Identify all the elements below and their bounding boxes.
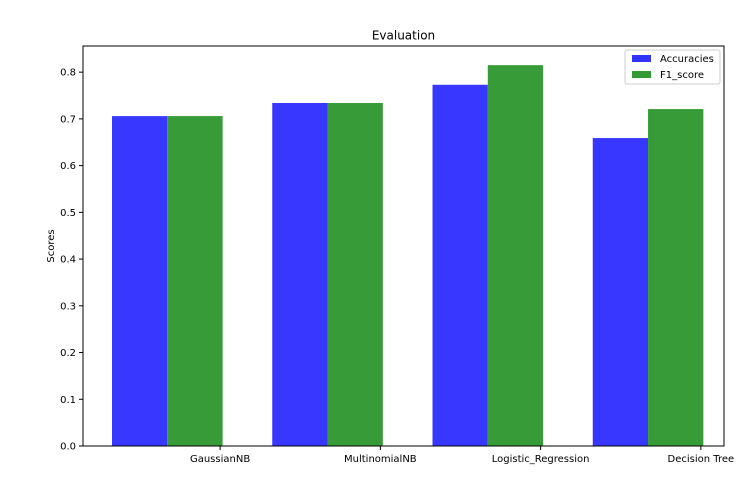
x-tick-label: MultinomialNB xyxy=(344,454,417,465)
y-tick-label: 0.0 xyxy=(60,442,76,453)
legend-swatch xyxy=(632,71,651,78)
y-tick-label: 0.7 xyxy=(60,114,76,125)
bar-f1-score-3 xyxy=(648,109,704,447)
legend-label: F1_score xyxy=(660,70,704,81)
y-tick-label: 0.4 xyxy=(60,255,76,266)
bar-accuracies-2 xyxy=(432,84,488,447)
y-tick-label: 0.1 xyxy=(60,395,76,406)
plot-frame xyxy=(82,45,725,447)
y-tick-label: 0.6 xyxy=(60,161,76,172)
bar-f1-score-1 xyxy=(327,103,383,447)
bar-f1-score-0 xyxy=(167,116,223,447)
bars xyxy=(112,65,704,447)
x-tick-label: GaussianNB xyxy=(190,454,250,465)
chart-title: Evaluation xyxy=(372,29,435,43)
bar-f1-score-2 xyxy=(487,65,544,447)
y-tick-label: 0.2 xyxy=(60,348,76,359)
bar-accuracies-3 xyxy=(592,138,649,446)
y-tick-label: 0.3 xyxy=(60,301,76,312)
legend: Accuracies F1_score xyxy=(624,49,721,85)
x-tick-label: Decision Tree xyxy=(668,454,735,465)
bar-accuracies-0 xyxy=(112,116,168,447)
y-tick-label: 0.8 xyxy=(60,68,76,79)
y-axis-ticks: 0.0 0.1 0.2 0.3 0.4 0.5 0.6 0.7 0.8 xyxy=(60,68,83,453)
x-axis-ticks: GaussianNB MultinomialNB Logistic_Regressi… xyxy=(190,446,734,465)
bar-accuracies-1 xyxy=(272,103,328,447)
legend-label: Accuracies xyxy=(660,54,714,65)
y-tick-label: 0.5 xyxy=(60,208,76,219)
legend-swatch xyxy=(632,55,651,62)
x-tick-label: Logistic_Regression xyxy=(492,454,590,465)
y-axis-label: Scores xyxy=(46,229,57,262)
